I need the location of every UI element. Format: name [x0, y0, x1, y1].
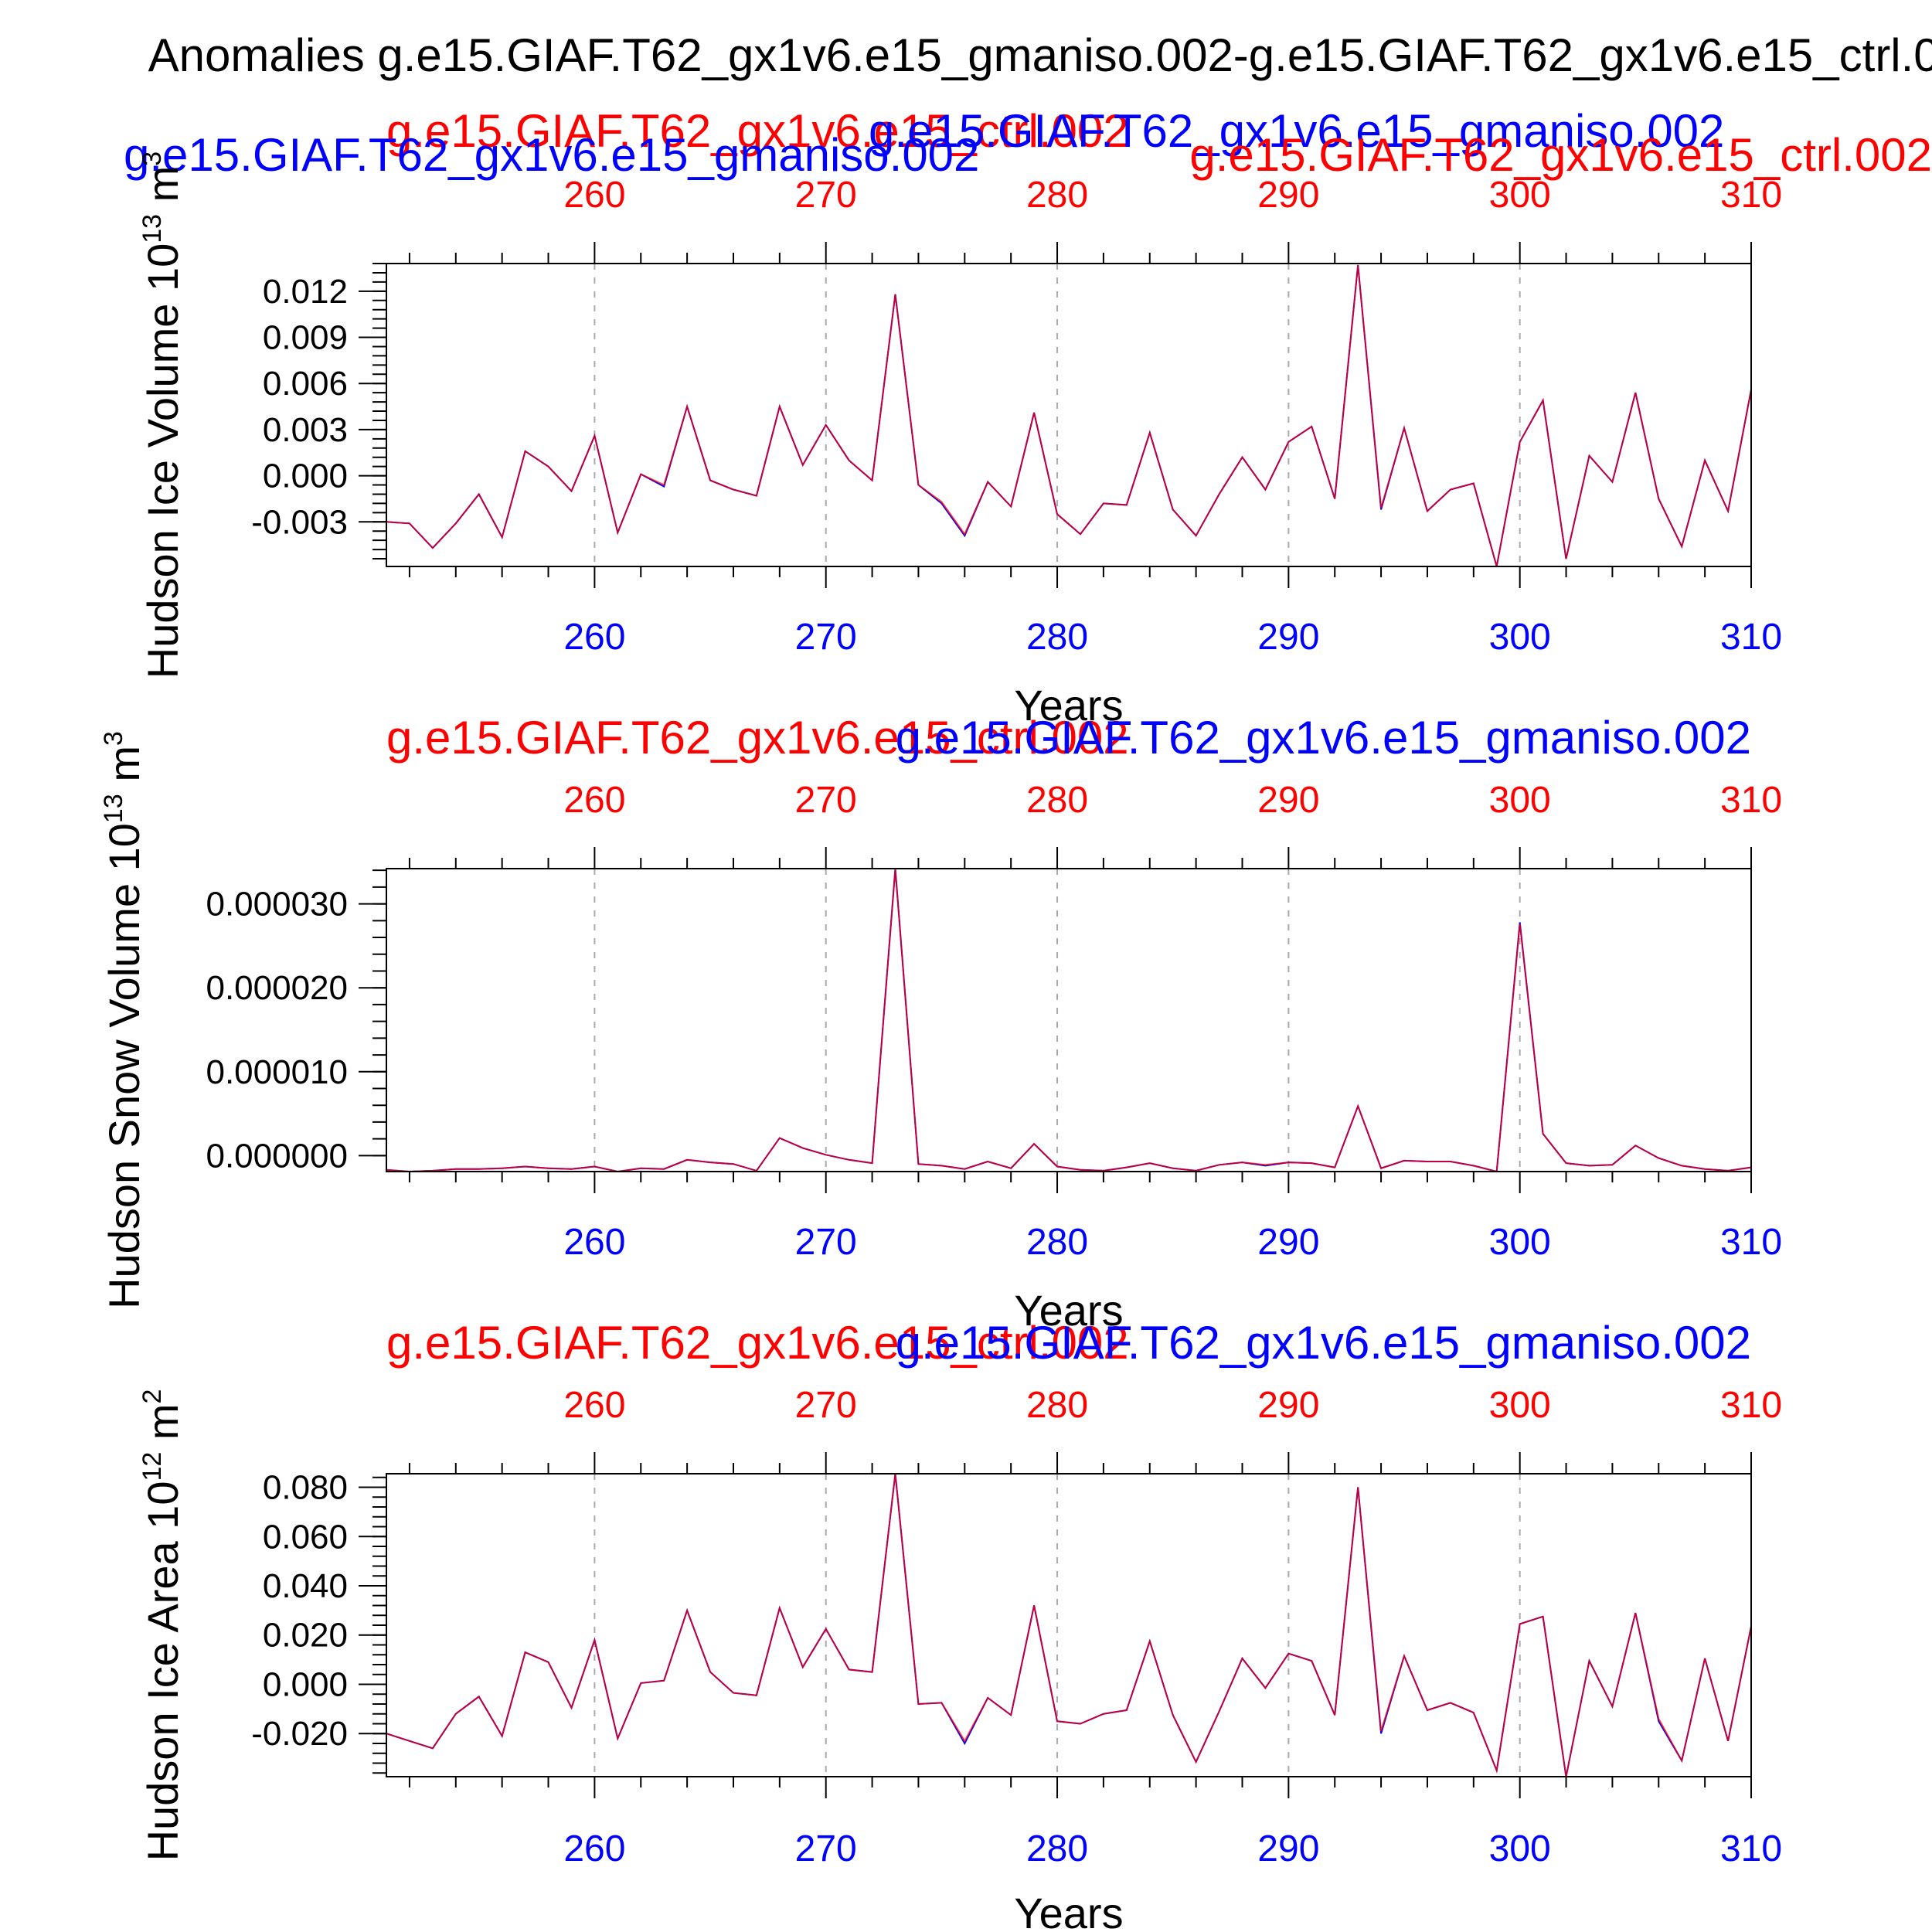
run-label: g.e15.GIAF.T62_gx1v6.e15_ctrl.002 [1189, 129, 1932, 181]
panel-ice-area: g.e15.GIAF.T62_gx1v6.e15_ctrl.002g.e15.G… [138, 1317, 1782, 1932]
y-tick-label: 0.000 [263, 1665, 348, 1703]
plot-frame [386, 263, 1752, 567]
run-label: g.e15.GIAF.T62_gx1v6.e15_ctrl.002 [386, 1317, 1129, 1369]
x-tick-label-bottom: 310 [1720, 1222, 1782, 1263]
x-tick-label-bottom: 270 [795, 1828, 857, 1869]
y-axis-label: Hudson Ice Volume 1013 m3 [138, 151, 187, 679]
x-tick-label-top: 300 [1489, 780, 1551, 821]
x-tick-label-top: 290 [1257, 175, 1319, 216]
x-tick-label-top: 310 [1720, 780, 1782, 821]
run-label: g.e15.GIAF.T62_gx1v6.e15_gmaniso.002 [869, 105, 1724, 157]
series-line-blue [386, 264, 1752, 567]
run-label: g.e15.GIAF.T62_gx1v6.e15_ctrl.002 [386, 105, 1129, 157]
series-line-red [386, 264, 1752, 567]
plot-frame [386, 1473, 1752, 1777]
x-tick-label-top: 270 [795, 780, 857, 821]
panel-ice-volume: g.e15.GIAF.T62_gx1v6.e15_ctrl.002g.e15.G… [124, 105, 1932, 730]
x-tick-label-bottom: 310 [1720, 617, 1782, 658]
plot-frame [386, 868, 1752, 1172]
x-tick-label-top: 280 [1026, 780, 1088, 821]
x-axis-label: Years [1014, 1889, 1123, 1932]
y-axis-label: Hudson Ice Area 1012 m2 [138, 1389, 187, 1862]
x-tick-label-bottom: 300 [1489, 1828, 1551, 1869]
run-label: g.e15.GIAF.T62_gx1v6.e15_gmaniso.002 [124, 129, 979, 181]
x-tick-label-bottom: 290 [1257, 617, 1319, 658]
y-tick-label: 0.080 [263, 1469, 348, 1507]
y-tick-label: 0.006 [263, 365, 348, 403]
x-tick-label-bottom: 270 [795, 1222, 857, 1263]
y-tick-label: -0.020 [251, 1715, 348, 1753]
x-tick-label-top: 310 [1720, 175, 1782, 216]
y-tick-label: 0.060 [263, 1518, 348, 1556]
x-tick-label-top: 260 [563, 1385, 625, 1426]
x-tick-label-bottom: 270 [795, 617, 857, 658]
x-tick-label-top: 300 [1489, 175, 1551, 216]
x-axis-label: Years [1014, 1286, 1123, 1335]
y-tick-label: 0.000030 [206, 886, 348, 923]
run-label: g.e15.GIAF.T62_gx1v6.e15_ctrl.002 [386, 712, 1129, 764]
y-tick-label: 0.020 [263, 1617, 348, 1655]
x-tick-label-top: 280 [1026, 1385, 1088, 1426]
x-tick-label-bottom: 260 [563, 617, 625, 658]
x-tick-label-top: 270 [795, 1385, 857, 1426]
y-tick-label: 0.000 [263, 457, 348, 495]
x-tick-label-top: 290 [1257, 780, 1319, 821]
series-line-red [386, 1473, 1752, 1777]
y-tick-label: 0.040 [263, 1567, 348, 1605]
x-tick-label-top: 300 [1489, 1385, 1551, 1426]
x-tick-label-bottom: 260 [563, 1828, 625, 1869]
series-line-blue [386, 1473, 1752, 1777]
x-tick-label-bottom: 290 [1257, 1828, 1319, 1869]
x-tick-label-bottom: 300 [1489, 1222, 1551, 1263]
y-tick-label: 0.000010 [206, 1053, 348, 1091]
figure-title: Anomalies g.e15.GIAF.T62_gx1v6.e15_gmani… [148, 29, 1932, 81]
y-tick-label: -0.003 [251, 503, 348, 541]
y-tick-label: 0.012 [263, 273, 348, 311]
y-tick-label: 0.003 [263, 411, 348, 449]
series-line-blue [386, 868, 1752, 1173]
y-axis-label: Hudson Snow Volume 1013 m3 [99, 731, 148, 1309]
x-tick-label-top: 260 [563, 780, 625, 821]
x-tick-label-bottom: 300 [1489, 617, 1551, 658]
x-tick-label-bottom: 280 [1026, 1828, 1088, 1869]
x-tick-label-bottom: 260 [563, 1222, 625, 1263]
series-line-red [386, 869, 1752, 1173]
x-tick-label-top: 270 [795, 175, 857, 216]
y-tick-label: 0.000000 [206, 1137, 348, 1175]
x-axis-label: Years [1014, 681, 1123, 730]
run-label: g.e15.GIAF.T62_gx1v6.e15_gmaniso.002 [896, 712, 1751, 764]
x-tick-label-bottom: 280 [1026, 617, 1088, 658]
x-tick-label-bottom: 280 [1026, 1222, 1088, 1263]
x-tick-label-bottom: 290 [1257, 1222, 1319, 1263]
x-tick-label-top: 310 [1720, 1385, 1782, 1426]
y-tick-label: 0.000020 [206, 969, 348, 1007]
y-tick-label: 0.009 [263, 319, 348, 357]
x-tick-label-bottom: 310 [1720, 1828, 1782, 1869]
x-tick-label-top: 260 [563, 175, 625, 216]
x-tick-label-top: 290 [1257, 1385, 1319, 1426]
run-label: g.e15.GIAF.T62_gx1v6.e15_gmaniso.002 [896, 1317, 1751, 1369]
x-tick-label-top: 280 [1026, 175, 1088, 216]
panel-snow-volume: g.e15.GIAF.T62_gx1v6.e15_ctrl.002g.e15.G… [99, 712, 1782, 1335]
